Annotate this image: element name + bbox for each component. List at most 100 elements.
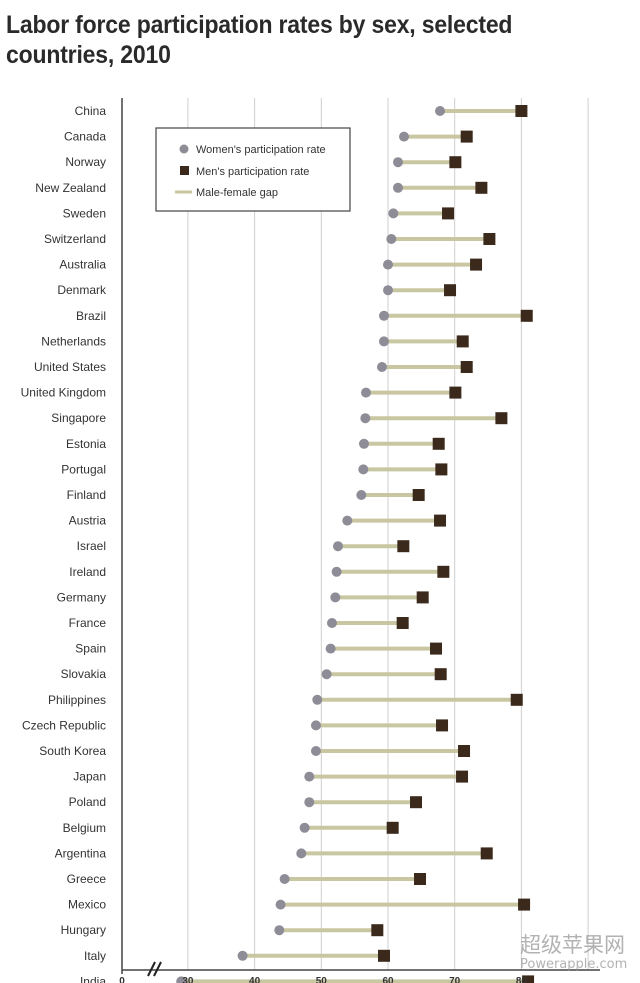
legend-gap-label: Male-female gap — [196, 187, 278, 199]
row-south-korea: South Korea — [39, 744, 471, 758]
row-slovakia: Slovakia — [61, 667, 447, 681]
women-point — [330, 592, 341, 603]
watermark-en: Powerapple.com — [520, 957, 627, 972]
y-tick-label: Belgium — [63, 821, 106, 835]
men-point — [396, 617, 409, 629]
women-point — [342, 515, 353, 526]
women-point — [388, 208, 399, 219]
y-tick-label: New Zealand — [35, 181, 106, 195]
y-tick-label: China — [75, 104, 107, 118]
row-united-states: United States — [34, 360, 473, 374]
men-point — [444, 284, 457, 297]
men-point — [449, 386, 462, 399]
gridlines — [187, 98, 589, 970]
y-tick-label: Mexico — [68, 898, 106, 912]
y-tick-label: Estonia — [66, 437, 106, 451]
women-point — [299, 822, 310, 833]
y-tick-label: Norway — [65, 155, 106, 169]
x-tick-label: 50 — [316, 976, 328, 983]
women-point — [383, 285, 393, 296]
y-tick-label: Poland — [69, 795, 106, 809]
y-tick-label: Denmark — [57, 283, 107, 297]
x-tick-label: 40 — [249, 976, 261, 983]
women-point — [360, 413, 371, 424]
row-austria: Austria — [69, 514, 447, 528]
men-point — [377, 949, 390, 962]
y-tick-label: Japan — [73, 770, 106, 784]
men-point — [416, 591, 429, 604]
men-point — [371, 924, 384, 937]
women-point — [310, 720, 321, 731]
row-france: France — [69, 616, 409, 630]
row-norway: Norway — [65, 155, 462, 169]
y-tick-label: Finland — [67, 488, 106, 502]
women-point — [393, 182, 404, 193]
men-point — [436, 719, 449, 732]
women-point — [296, 848, 307, 859]
women-point — [358, 464, 369, 475]
row-canada: Canada — [64, 130, 473, 144]
y-tick-label: Canada — [64, 130, 106, 144]
row-australia: Australia — [59, 258, 483, 272]
women-point — [176, 976, 187, 983]
chart-title: Labor force participation rates by sex, … — [6, 11, 513, 69]
men-point — [432, 437, 445, 450]
women-point — [331, 566, 342, 577]
women-point — [237, 950, 248, 961]
men-point — [410, 796, 423, 809]
row-new-zealand: New Zealand — [35, 181, 488, 195]
women-point — [325, 643, 336, 654]
men-point — [515, 105, 528, 117]
row-philippines: Philippines — [48, 693, 523, 707]
men-point — [430, 642, 443, 655]
women-point — [326, 618, 337, 628]
row-spain: Spain — [75, 642, 443, 656]
women-point — [312, 694, 323, 705]
y-tick-label: Hungary — [61, 923, 106, 937]
women-point — [393, 157, 404, 168]
women-point — [358, 438, 369, 449]
y-tick-label: Portugal — [61, 462, 106, 476]
row-estonia: Estonia — [66, 437, 445, 451]
y-tick-label: Ireland — [69, 565, 106, 579]
women-point — [304, 771, 315, 782]
legend: Women's participation rate Men's partici… — [155, 127, 351, 212]
women-point — [304, 797, 315, 808]
row-hungary: Hungary — [61, 923, 384, 937]
legend-men-marker — [180, 166, 189, 175]
watermark-cn: 超级苹果网 — [520, 933, 625, 957]
men-point — [434, 668, 447, 681]
men-point — [458, 745, 471, 757]
legend-women-label: Women's participation rate — [196, 144, 326, 156]
row-portugal: Portugal — [61, 462, 448, 476]
y-tick-label: Czech Republic — [22, 718, 106, 732]
x-axis: 0 30 40 50 60 70 80 — [119, 98, 600, 983]
men-point — [510, 693, 523, 706]
men-point — [412, 489, 425, 501]
row-argentina: Argentina — [55, 846, 493, 860]
row-greece: Greece — [67, 872, 427, 886]
y-tick-label: Germany — [57, 590, 106, 604]
y-tick-label: Spain — [75, 642, 106, 656]
men-point — [434, 514, 447, 527]
legend-men-label: Men's participation rate — [196, 166, 309, 178]
women-point — [356, 490, 367, 500]
x-tick-label: 60 — [382, 976, 394, 983]
axis-break-mark — [153, 961, 162, 977]
women-point — [275, 899, 286, 910]
y-tick-label: Slovakia — [61, 667, 107, 681]
women-point — [274, 925, 285, 936]
men-point — [518, 898, 531, 911]
row-mexico: Mexico — [68, 898, 531, 912]
y-tick-label: Italy — [84, 949, 106, 963]
x-tick-label: 70 — [449, 976, 461, 983]
y-tick-label: Brazil — [76, 309, 106, 323]
row-singapore: Singapore — [51, 411, 508, 425]
y-tick-label: Austria — [69, 514, 107, 528]
row-china: China — [75, 104, 528, 118]
y-tick-label: Switzerland — [44, 232, 106, 246]
men-point — [435, 463, 448, 476]
men-point — [442, 207, 455, 220]
row-ireland: Ireland — [69, 565, 450, 579]
row-united-kingdom: United Kingdom — [21, 386, 462, 400]
